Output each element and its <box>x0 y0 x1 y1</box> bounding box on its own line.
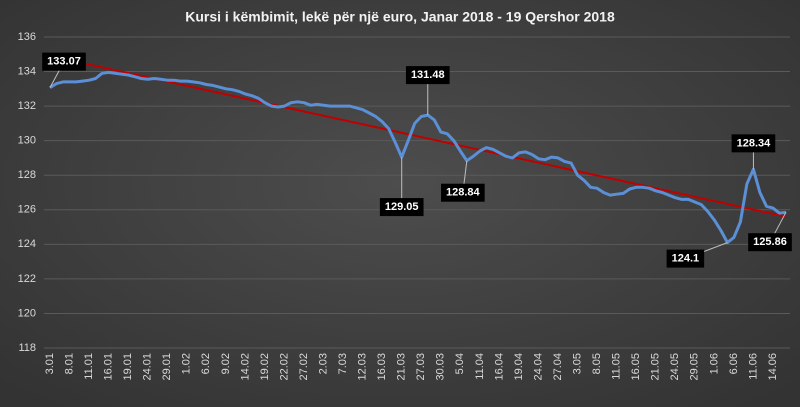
x-tick-label: 3.05 <box>571 353 583 374</box>
data-label: 133.07 <box>47 56 81 68</box>
x-tick-label: 22.02 <box>278 353 290 381</box>
y-tick-label: 136 <box>18 31 36 43</box>
x-tick-label: 3.01 <box>44 353 56 374</box>
data-label: 129.05 <box>385 201 419 213</box>
x-tick-label: 8.01 <box>63 353 75 374</box>
x-tick-label: 5.04 <box>454 353 466 374</box>
x-tick-label: 19.04 <box>513 353 525 381</box>
data-label-box <box>666 249 705 268</box>
data-label-box <box>748 233 792 252</box>
x-tick-label: 12.03 <box>357 353 369 381</box>
x-tick-label: 27.02 <box>298 353 310 381</box>
data-label-box <box>42 52 86 71</box>
x-tick-label: 8.05 <box>591 353 603 374</box>
x-tick-label: 1.02 <box>181 353 193 374</box>
trendline <box>49 55 787 218</box>
x-tick-label: 16.01 <box>103 353 115 381</box>
y-tick-label: 134 <box>18 65 36 77</box>
data-label: 128.34 <box>737 137 772 149</box>
data-label-box <box>405 66 450 85</box>
x-tick-label: 27.03 <box>415 353 427 381</box>
data-label: 125.86 <box>753 236 787 248</box>
x-tick-label: 2.03 <box>317 353 329 374</box>
x-tick-label: 6.06 <box>728 353 740 374</box>
chart-title: Kursi i këmbimit, lekë për një euro, Jan… <box>185 9 615 25</box>
x-tick-label: 16.05 <box>630 353 642 381</box>
x-tick-label: 11.01 <box>83 353 95 380</box>
data-label: 124.1 <box>672 253 700 265</box>
y-tick-label: 130 <box>18 135 36 147</box>
x-tick-label: 6.02 <box>200 353 212 374</box>
x-tick-label: 16.03 <box>376 353 388 381</box>
x-tick-label: 29.05 <box>689 353 701 381</box>
data-line <box>49 70 787 245</box>
x-tick-label: 27.04 <box>552 353 564 381</box>
x-tick-label: 19.01 <box>122 353 134 381</box>
y-tick-label: 120 <box>18 307 36 319</box>
y-tick-label: 118 <box>18 342 36 354</box>
x-tick-label: 9.02 <box>220 353 232 374</box>
data-label-box <box>379 198 424 217</box>
x-tick-label: 14.02 <box>239 353 251 381</box>
data-label-box <box>441 183 485 202</box>
x-tick-label: 1.06 <box>708 353 720 374</box>
x-tick-label: 29.01 <box>161 353 173 381</box>
x-tick-label: 7.03 <box>337 353 349 374</box>
y-tick-label: 128 <box>18 169 36 181</box>
x-tick-label: 16.04 <box>493 353 505 381</box>
data-label: 128.84 <box>446 187 481 199</box>
x-tick-label: 30.03 <box>435 353 447 381</box>
x-tick-label: 11.04 <box>474 353 486 380</box>
x-tick-label: 14.06 <box>767 353 779 381</box>
x-tick-label: 24.04 <box>532 353 544 381</box>
x-tick-label: 11.06 <box>747 353 759 380</box>
x-tick-label: 11.05 <box>611 353 623 380</box>
data-label: 131.48 <box>411 69 445 81</box>
x-tick-label: 24.01 <box>142 353 154 381</box>
y-tick-label: 132 <box>18 100 36 112</box>
x-tick-label: 21.03 <box>396 353 408 381</box>
y-tick-label: 124 <box>18 238 36 250</box>
y-tick-label: 126 <box>18 204 36 216</box>
x-tick-label: 21.05 <box>650 353 662 381</box>
data-label-box <box>731 134 776 153</box>
y-tick-label: 122 <box>18 273 36 285</box>
x-tick-label: 19.02 <box>259 353 271 381</box>
x-tick-label: 24.05 <box>669 353 681 381</box>
